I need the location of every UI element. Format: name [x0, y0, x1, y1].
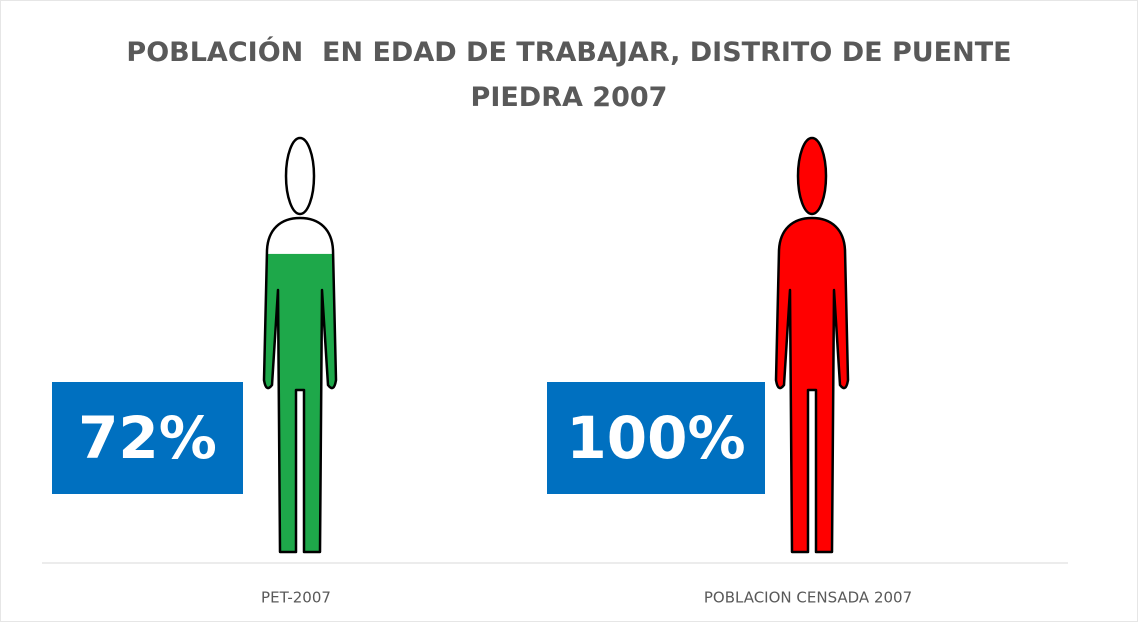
chart-title: POBLACIÓN EN EDAD DE TRABAJAR, DISTRITO … — [126, 37, 1021, 113]
value-label-box — [52, 382, 243, 494]
value-label: 72% — [78, 404, 217, 472]
person-outline — [774, 216, 850, 554]
category-label: PET-2007 — [261, 589, 331, 607]
person-fill — [776, 138, 848, 552]
person-head-outline — [796, 136, 828, 216]
person-head-base — [286, 138, 314, 214]
person-head-outline — [284, 136, 316, 216]
value-label: 100% — [566, 404, 745, 472]
category-label: POBLACION CENSADA 2007 — [704, 589, 912, 607]
person-outline — [262, 216, 338, 554]
person-fill — [264, 253, 336, 552]
value-label-box — [547, 382, 765, 494]
